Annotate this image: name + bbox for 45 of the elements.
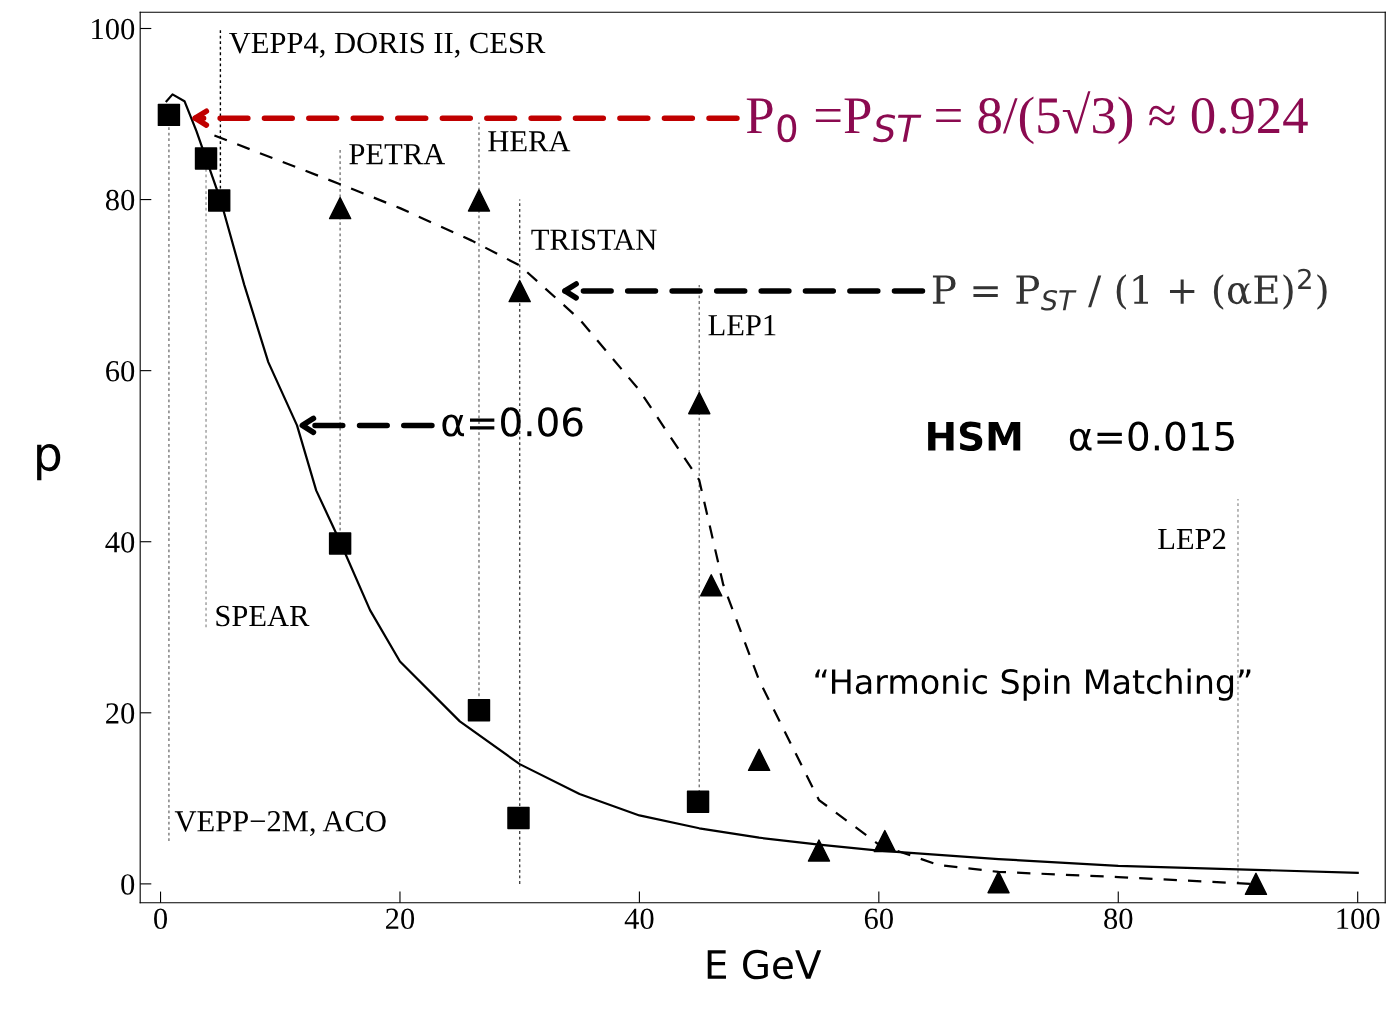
point [467,699,491,722]
x-tick-label: 60 [864,908,893,930]
point [688,391,711,415]
annotation: α=0.015 [1069,421,1234,451]
point [508,279,531,303]
point [207,189,231,212]
point [700,574,723,597]
annotation: P = P$_{ST}$ / (1 + (αE)$^{2}$) [932,268,1327,311]
point [873,829,897,853]
point [987,870,1010,894]
y-tick-label: 20 [106,703,135,724]
point [157,103,181,127]
annotation: TRISTAN [531,229,657,250]
point [686,790,710,813]
annotation: LEP1 [708,315,776,336]
y-tick-label: 0 [121,874,135,895]
annotation: LEP2 [1158,528,1226,550]
y-tick-label: 100 [92,18,135,40]
annotation: SPEAR [216,605,310,627]
y-axis-title: p [37,444,61,481]
x-tick-label: 0 [154,908,168,930]
x-tick-label: 40 [624,908,654,930]
point [467,189,491,212]
point [1244,872,1268,896]
annotation: α=0.06 [442,407,583,437]
x-axis-title: E GeV [707,949,822,980]
annotation: VEPP4, DORIS II, CESR [229,32,546,58]
annotation: VEPP−2M, ACO [174,811,386,837]
annotation: HSM [928,421,1021,451]
y-tick-label: 80 [105,189,135,211]
point [194,147,218,170]
y-tick-label: 60 [106,360,135,382]
annotation: PETRA [349,143,445,165]
x-tick-label: 20 [386,908,415,930]
annotation: HERA [488,131,571,152]
x-tick-label: 100 [1337,908,1380,930]
x-tick-label: 80 [1104,908,1133,930]
point [747,748,771,772]
y-tick-label: 40 [105,532,135,553]
point [328,196,352,220]
point [328,532,352,555]
annotation: P$_{0}$ =P$_{ST}$ = 8/(5√3) ≈ 0.924 [746,91,1308,145]
point [807,839,831,862]
point [507,806,530,830]
annotation: “Harmonic Spin Matching” [815,668,1251,701]
